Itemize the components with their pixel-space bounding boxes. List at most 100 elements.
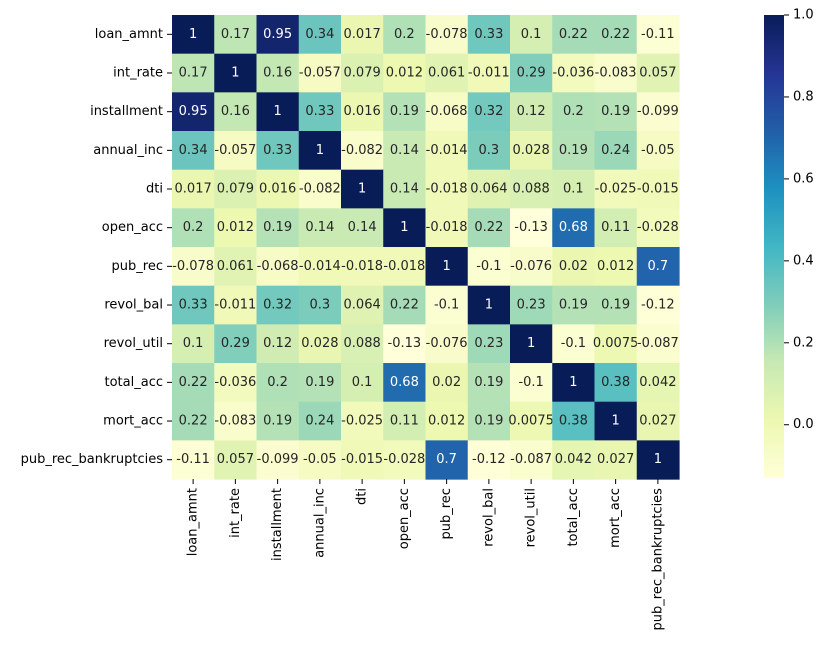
- cell-value-label: 0.33: [179, 298, 208, 313]
- cell-value-label: -0.011: [468, 66, 510, 81]
- heatmap-cell: [383, 440, 427, 480]
- heatmap-cell: [467, 247, 511, 287]
- colorbar-tick-label: 0.8: [793, 89, 814, 104]
- heatmap-cell: [552, 15, 596, 55]
- cell-value-label: 0.17: [179, 66, 208, 81]
- column-label: annual_inc: [312, 488, 327, 558]
- heatmap-cell: [256, 53, 300, 93]
- cell-value-label: 1: [654, 452, 662, 467]
- heatmap-cell: [552, 247, 596, 287]
- cell-value-label: 0.016: [344, 104, 381, 119]
- cell-value-label: 0.22: [390, 298, 419, 313]
- colorbar-tick-label: 0.4: [793, 253, 814, 268]
- cell-value-label: 0.34: [305, 27, 334, 42]
- heatmap-cell: [172, 247, 215, 287]
- cell-value-label: -0.1: [434, 298, 459, 313]
- heatmap-cell: [256, 15, 300, 55]
- cell-value-label: 0.19: [601, 298, 630, 313]
- cell-value-label: 1: [189, 27, 197, 42]
- cell-value-label: 0.32: [474, 104, 503, 119]
- heatmap-cell: [425, 92, 469, 132]
- cell-value-label: 0.057: [217, 452, 254, 467]
- cell-value-label: -0.11: [641, 27, 675, 42]
- cell-value-label: 0.012: [217, 220, 254, 235]
- heatmap-cell: [552, 131, 596, 171]
- column-label: installment: [270, 488, 285, 561]
- cell-value-label: 1: [358, 182, 366, 197]
- heatmap-cell: [298, 363, 342, 403]
- cell-value-label: 0.017: [175, 182, 212, 197]
- column-label: mort_acc: [608, 488, 623, 548]
- cell-value-label: 0.028: [301, 336, 338, 351]
- heatmap-cell: [383, 53, 427, 93]
- heatmap-cell: [552, 53, 596, 93]
- row-label: total_acc: [105, 375, 164, 390]
- heatmap-cell: [467, 363, 511, 403]
- heatmap-cell: [467, 53, 511, 93]
- colorbar-tick-label: 0.6: [793, 171, 814, 186]
- heatmap-cell: [636, 401, 680, 441]
- cell-value-label: -0.018: [426, 182, 468, 197]
- heatmap-cell: [594, 285, 638, 325]
- cell-value-label: 0.38: [559, 414, 588, 429]
- cell-value-label: 0.012: [428, 414, 465, 429]
- heatmap-cell: [510, 131, 553, 171]
- heatmap-cell: [425, 131, 469, 171]
- heatmap-cell: [341, 247, 384, 287]
- column-label: loan_amnt: [186, 488, 201, 556]
- cell-value-label: 1: [527, 336, 535, 351]
- heatmap-cell: [256, 92, 300, 132]
- heatmap-cell: [510, 247, 553, 287]
- cell-value-label: 0.079: [217, 182, 254, 197]
- cell-value-label: -0.078: [426, 27, 468, 42]
- heatmap-cell: [425, 247, 469, 287]
- heatmap-cell: [510, 285, 553, 325]
- cell-value-label: -0.076: [426, 336, 468, 351]
- heatmap-cell: [552, 169, 596, 209]
- heatmap-cell: [467, 401, 511, 441]
- column-label: open_acc: [397, 488, 412, 549]
- row-label: revol_bal: [104, 298, 163, 313]
- cell-value-label: -0.099: [257, 452, 299, 467]
- heatmap-cell: [214, 169, 258, 209]
- cell-value-label: -0.057: [299, 66, 341, 81]
- cell-value-label: -0.018: [383, 259, 425, 274]
- cell-value-label: -0.1: [476, 259, 501, 274]
- heatmap-cell: [636, 15, 680, 55]
- heatmap-cell: [172, 208, 215, 248]
- cell-value-label: -0.015: [341, 452, 383, 467]
- cell-value-label: 0.95: [263, 27, 292, 42]
- cell-value-label: 0.012: [386, 66, 423, 81]
- row-label: installment: [90, 104, 163, 119]
- heatmap-cell: [636, 131, 680, 171]
- colorbar: 0.0 0.2 0.4 0.6 0.8 1.0: [764, 8, 814, 478]
- heatmap-cell: [298, 92, 342, 132]
- cell-value-label: 0.017: [344, 27, 381, 42]
- cell-value-label: -0.12: [641, 298, 675, 313]
- cell-value-label: -0.036: [552, 66, 594, 81]
- heatmap-cell: [594, 440, 638, 480]
- heatmap-cell: [256, 401, 300, 441]
- heatmap-cell: [214, 131, 258, 171]
- heatmap-cell: [256, 131, 300, 171]
- heatmap-cell: [425, 440, 469, 480]
- cell-value-label: -0.05: [303, 452, 337, 467]
- heatmap-cell: [636, 92, 680, 132]
- cell-value-label: 0.16: [221, 104, 250, 119]
- cell-value-label: 0.34: [179, 143, 208, 158]
- heatmap-cell: [510, 440, 553, 480]
- cell-value-label: -0.025: [595, 182, 637, 197]
- cell-value-label: -0.014: [426, 143, 468, 158]
- column-label: revol_bal: [481, 488, 496, 547]
- cell-value-label: 0.19: [474, 375, 503, 390]
- cell-value-label: 0.2: [183, 220, 204, 235]
- row-label: int_rate: [113, 66, 163, 81]
- cell-value-label: 0.0075: [508, 414, 554, 429]
- heatmap-cell: [172, 363, 215, 403]
- cell-value-label: -0.082: [341, 143, 383, 158]
- heatmap-cell: [298, 401, 342, 441]
- cell-value-label: 0.23: [517, 298, 546, 313]
- heatmap-cell: [383, 247, 427, 287]
- cell-value-label: 0.088: [344, 336, 381, 351]
